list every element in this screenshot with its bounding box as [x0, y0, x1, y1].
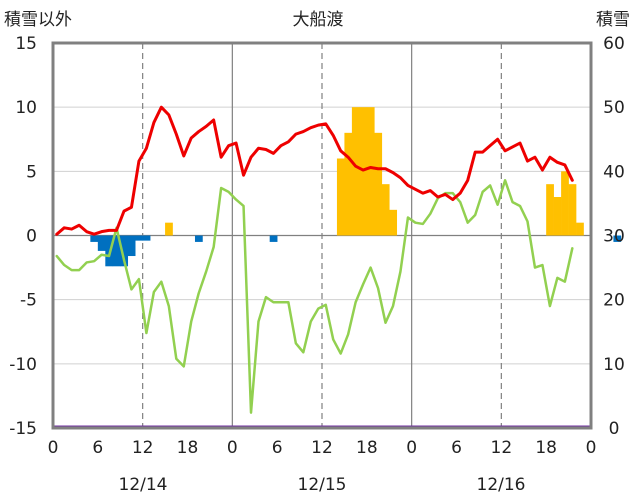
precip-bar: [112, 235, 121, 267]
precip-bar: [120, 235, 129, 267]
plot-frame: [51, 41, 593, 430]
x-tick: 12: [132, 438, 154, 458]
precip-bar: [269, 235, 278, 242]
x-tick: 6: [272, 438, 283, 458]
precip-bar: [568, 184, 577, 236]
y-tick-right: 0: [609, 419, 620, 439]
precip-bar: [165, 222, 173, 236]
date-label: 12/14: [119, 475, 168, 495]
precip-bar: [336, 158, 345, 236]
precip-bar: [194, 235, 203, 242]
y-tick-left: 15: [15, 34, 37, 54]
temperature-line: [55, 105, 574, 236]
precip-bar: [142, 235, 151, 241]
date-label: 12/15: [298, 475, 347, 495]
x-tick: 0: [406, 438, 417, 458]
x-tick: 6: [451, 438, 462, 458]
precip-bar: [344, 132, 353, 236]
precip-bar: [576, 222, 584, 236]
wind-line: [55, 179, 574, 414]
x-tick: 0: [48, 438, 59, 458]
x-tick: 18: [356, 438, 378, 458]
ylabel-left: 積雪以外: [4, 10, 72, 30]
precip-bar: [90, 235, 99, 242]
y-tick-left: 10: [15, 98, 37, 118]
y-tick-left: -5: [20, 291, 37, 311]
x-tick: 12: [311, 438, 333, 458]
precip-bar: [366, 107, 375, 236]
precip-bar: [613, 235, 622, 242]
precip-bar: [351, 107, 360, 236]
y-tick-right: 50: [603, 98, 625, 118]
y-tick-right: 30: [603, 227, 625, 247]
precip-bar: [561, 171, 569, 236]
date-label: 12/16: [477, 475, 526, 495]
precip-bar: [381, 184, 390, 236]
y-tick-right: 60: [603, 34, 625, 54]
y-tick-right: 40: [603, 162, 625, 182]
precip-bar: [374, 132, 383, 236]
y-tick-left: 0: [26, 227, 37, 247]
y-tick-right: 20: [603, 291, 625, 311]
precip-bar: [97, 235, 106, 251]
x-tick: 18: [177, 438, 199, 458]
precip-bar: [135, 235, 143, 241]
chart-title: 大船渡: [293, 10, 344, 30]
precip-bar: [546, 184, 554, 236]
x-tick: 18: [535, 438, 557, 458]
x-tick: 6: [92, 438, 103, 458]
y-tick-left: -10: [9, 355, 37, 375]
x-tick: 12: [491, 438, 513, 458]
precip-bar: [389, 209, 398, 236]
plot-border: [51, 41, 593, 430]
y-tick-right: 10: [603, 355, 625, 375]
y-tick-left: 5: [26, 162, 37, 182]
x-tick: 0: [586, 438, 597, 458]
precip-bar: [127, 235, 136, 257]
precip-bar: [553, 197, 562, 236]
x-tick: 0: [227, 438, 238, 458]
y-tick-left: -15: [9, 419, 37, 439]
ylabel-right: 積雪: [596, 10, 630, 30]
